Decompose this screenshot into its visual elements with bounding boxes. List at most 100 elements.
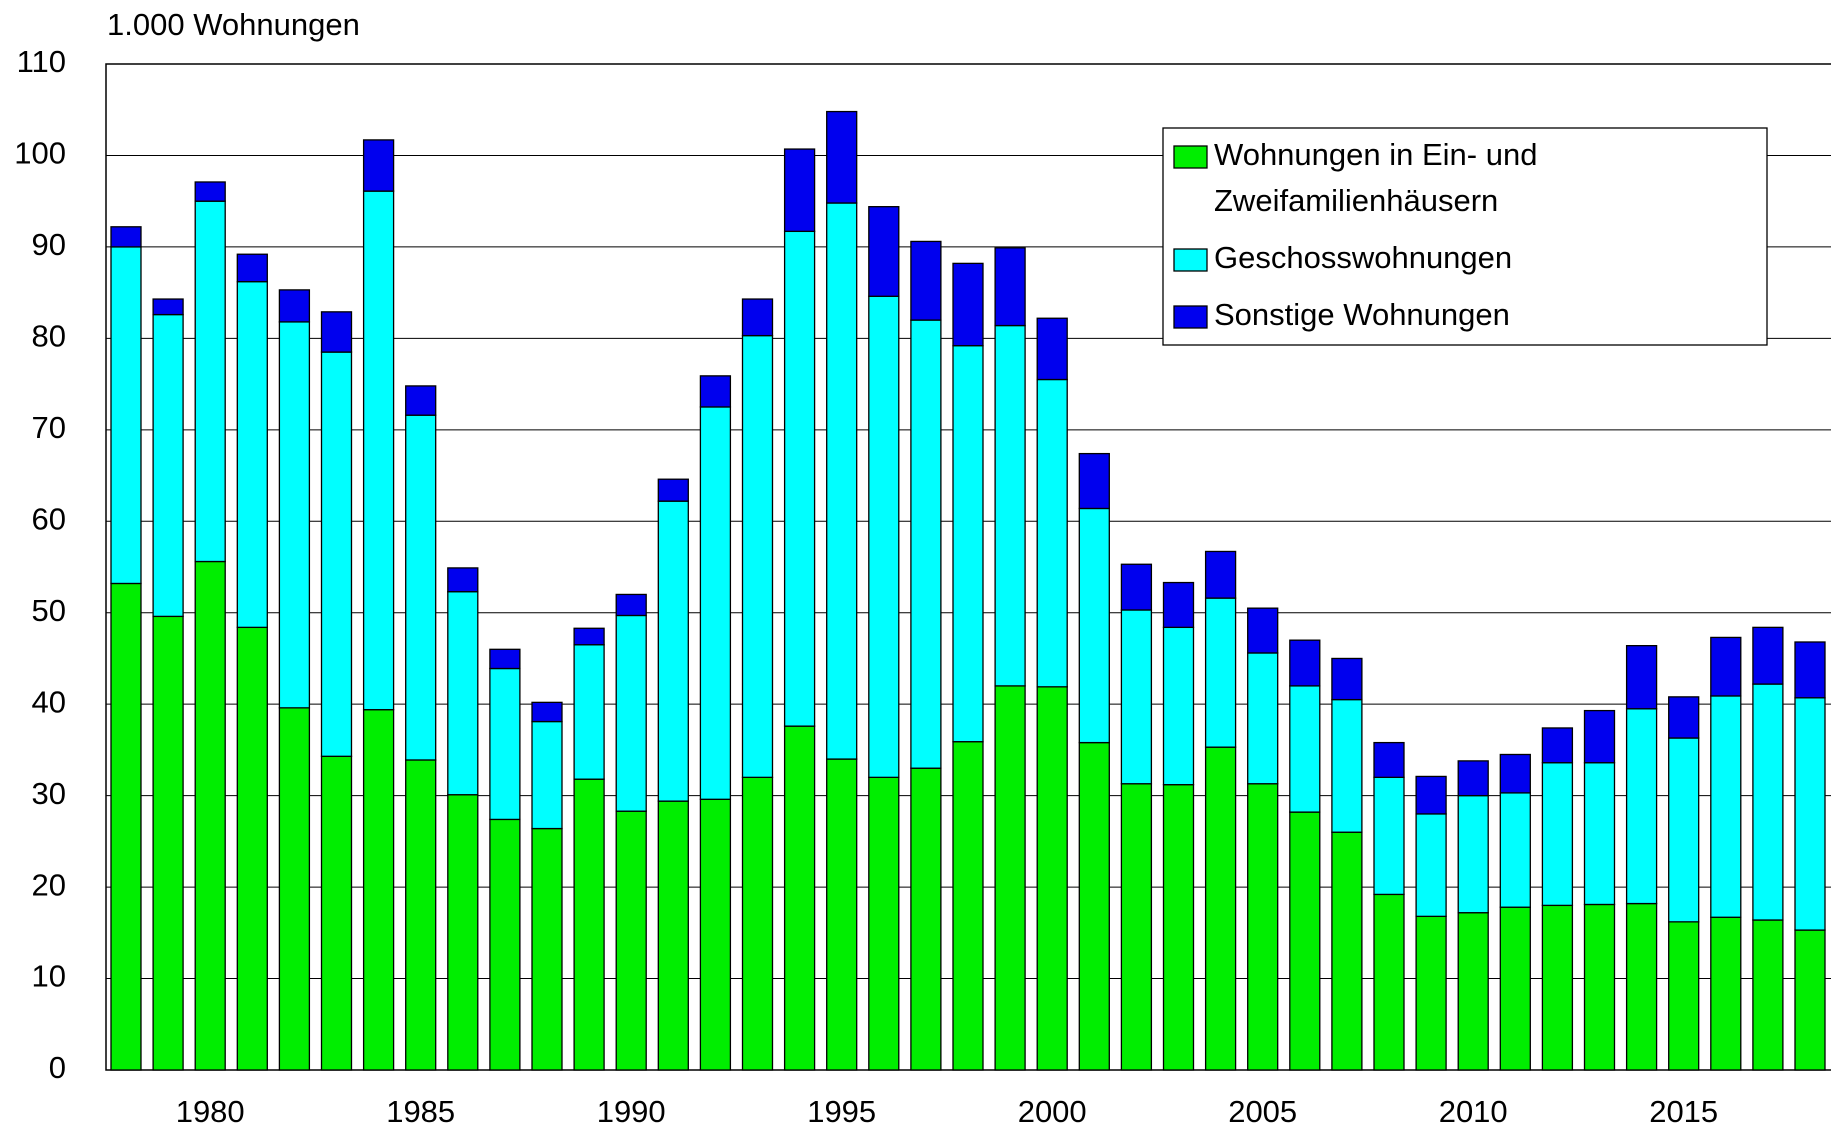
bar-segment xyxy=(952,741,984,1071)
legend-box xyxy=(1162,127,1768,346)
bar-segment xyxy=(1120,563,1153,611)
bar-segment xyxy=(194,560,226,1071)
bar-segment xyxy=(236,626,268,1071)
bar-segment xyxy=(405,385,437,416)
bar-segment xyxy=(110,246,142,585)
bar-segment xyxy=(1331,698,1363,833)
x-tick-label: 2015 xyxy=(1649,1094,1718,1129)
bar-segment xyxy=(573,644,605,780)
bar-segment xyxy=(1331,657,1363,701)
bar-segment xyxy=(1162,784,1195,1071)
bar-segment xyxy=(236,281,268,629)
bar-segment xyxy=(1036,686,1068,1071)
bar-segment xyxy=(657,478,689,502)
bar-segment xyxy=(868,776,900,1071)
bar-segment xyxy=(194,200,226,563)
bar-segment xyxy=(447,567,479,593)
bar-segment xyxy=(320,311,353,353)
y-tick-label: 60 xyxy=(32,501,66,536)
bar-segment xyxy=(1794,929,1826,1071)
bar-segment xyxy=(1710,695,1742,918)
bar-segment xyxy=(868,206,900,297)
y-tick-label: 50 xyxy=(32,593,66,628)
bar-segment xyxy=(531,701,563,723)
bar-segment xyxy=(1583,709,1616,764)
bar-segment xyxy=(1415,813,1447,918)
legend-label: Sonstige Wohnungen xyxy=(1214,297,1510,332)
bar-segment xyxy=(994,685,1026,1071)
bar-segment xyxy=(1247,607,1279,654)
bar-segment xyxy=(320,351,353,757)
bar-segment xyxy=(783,230,816,727)
x-tick-label: 2000 xyxy=(1018,1094,1087,1129)
bar-segment xyxy=(1541,904,1574,1071)
y-tick-label: 110 xyxy=(17,44,66,79)
bar-segment xyxy=(573,627,605,646)
bar-segment xyxy=(699,375,732,408)
bar-segment xyxy=(447,591,479,796)
bar-segment xyxy=(1415,915,1447,1071)
bar-segment xyxy=(1625,902,1658,1071)
bar-segment xyxy=(1668,921,1700,1071)
bar-segment xyxy=(1625,708,1658,905)
bar-segment xyxy=(1668,696,1700,739)
bar-segment xyxy=(1499,753,1531,794)
bar-segment xyxy=(1036,378,1068,688)
legend-swatch xyxy=(1173,305,1208,329)
bar-segment xyxy=(1541,762,1574,907)
y-tick-label: 0 xyxy=(49,1050,66,1085)
bar-segment xyxy=(1204,746,1237,1071)
bar-segment xyxy=(1499,906,1531,1071)
bar-segment xyxy=(489,648,521,670)
bar-segment xyxy=(615,593,647,617)
bar-segment xyxy=(1247,783,1279,1071)
bar-segment xyxy=(1078,452,1110,510)
bar-segment xyxy=(952,262,984,347)
bar-segment xyxy=(1162,626,1195,786)
y-tick-label: 100 xyxy=(14,136,66,171)
bar-segment xyxy=(1373,776,1405,896)
bar-segment xyxy=(1752,919,1784,1071)
bar-segment xyxy=(1036,317,1068,381)
y-tick-label: 10 xyxy=(32,959,66,994)
bar-segment xyxy=(152,615,184,1071)
bar-segment xyxy=(1289,685,1321,813)
bar-segment xyxy=(278,707,311,1071)
bar-segment xyxy=(1625,645,1658,710)
bar-segment xyxy=(1120,609,1153,785)
y-tick-label: 40 xyxy=(32,684,66,719)
bar-segment xyxy=(194,181,226,202)
bar-segment xyxy=(1204,597,1237,748)
bar-segment xyxy=(405,414,437,761)
y-axis-unit: 1.000 Wohnungen xyxy=(107,7,360,42)
bar-segment xyxy=(741,776,774,1071)
bar-segment xyxy=(110,582,142,1071)
bar-segment xyxy=(1752,626,1784,685)
bar-segment xyxy=(1752,683,1784,921)
x-tick-label: 1985 xyxy=(386,1094,455,1129)
y-tick-label: 90 xyxy=(32,227,66,262)
bar-segment xyxy=(1204,550,1237,599)
bar-segment xyxy=(657,500,689,802)
bar-segment xyxy=(615,810,647,1071)
bar-segment xyxy=(531,827,563,1071)
bar-segment xyxy=(741,334,774,778)
bar-segment xyxy=(1710,916,1742,1071)
bar-segment xyxy=(278,321,311,709)
bar-segment xyxy=(994,324,1026,687)
bar-segment xyxy=(489,667,521,821)
bar-segment xyxy=(699,406,732,800)
y-tick-label: 30 xyxy=(32,776,66,811)
bar-segment xyxy=(573,778,605,1071)
bar-segment xyxy=(1541,727,1574,764)
bar-segment xyxy=(910,319,942,769)
y-tick-label: 70 xyxy=(32,410,66,445)
bar-segment xyxy=(1499,792,1531,908)
x-tick-label: 2005 xyxy=(1228,1094,1297,1129)
bar-segment xyxy=(1289,639,1321,687)
bar-segment xyxy=(1078,507,1110,744)
legend-swatch xyxy=(1173,145,1208,169)
bar-segment xyxy=(657,800,689,1071)
bar-segment xyxy=(320,755,353,1071)
